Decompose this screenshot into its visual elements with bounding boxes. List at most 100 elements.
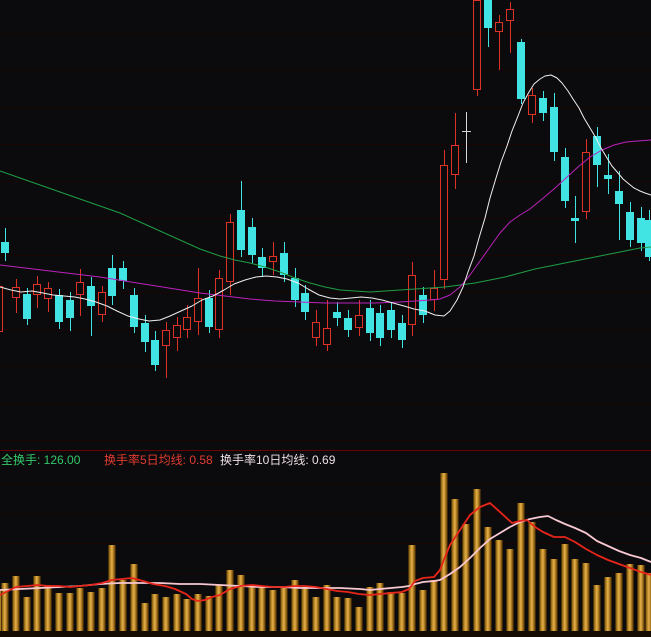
turnover-bar[interactable] — [291, 580, 299, 631]
turnover-bar[interactable] — [130, 564, 138, 631]
turnover-bar[interactable] — [561, 544, 569, 631]
turnover-bar[interactable] — [205, 596, 213, 631]
turnover-bar[interactable] — [237, 575, 245, 631]
candle[interactable] — [55, 289, 63, 329]
turnover-bar[interactable] — [430, 580, 438, 631]
candle[interactable] — [571, 196, 579, 243]
turnover-bar[interactable] — [398, 593, 406, 631]
turnover-bar[interactable] — [258, 587, 266, 631]
candle[interactable] — [626, 202, 634, 247]
turnover-bar[interactable] — [12, 576, 20, 631]
turnover-bar[interactable] — [637, 565, 645, 631]
candle[interactable] — [12, 279, 20, 313]
turnover-bar[interactable] — [280, 587, 288, 631]
candle[interactable] — [528, 88, 536, 123]
turnover-bar[interactable] — [408, 545, 416, 631]
turnover-bar[interactable] — [539, 549, 547, 631]
turnover-bar[interactable] — [183, 599, 191, 631]
candle[interactable] — [173, 317, 181, 351]
candle[interactable] — [237, 181, 245, 257]
turnover-bar[interactable] — [323, 585, 331, 631]
candle[interactable] — [108, 255, 116, 305]
candle[interactable] — [484, 0, 492, 47]
turnover-bar[interactable] — [333, 597, 341, 631]
candle[interactable] — [119, 261, 127, 289]
candle[interactable] — [183, 305, 191, 338]
candle[interactable] — [366, 300, 374, 341]
doji-candle[interactable] — [462, 112, 471, 163]
turnover-bar[interactable] — [582, 563, 590, 631]
candle[interactable] — [215, 270, 223, 338]
candle[interactable] — [323, 300, 331, 351]
turnover-bar[interactable] — [528, 522, 536, 631]
turnover-bar[interactable] — [66, 593, 74, 631]
turnover-bar[interactable] — [173, 594, 181, 631]
turnover-bar[interactable] — [23, 597, 31, 631]
candle[interactable] — [408, 262, 416, 336]
candle[interactable] — [398, 315, 406, 348]
turnover-bar[interactable] — [550, 559, 558, 631]
turnover-bar[interactable] — [355, 607, 363, 631]
candle[interactable] — [376, 305, 384, 346]
turnover-bar[interactable] — [593, 585, 601, 631]
candle[interactable] — [561, 148, 569, 208]
candle[interactable] — [226, 214, 234, 295]
candle[interactable] — [0, 280, 3, 350]
candle[interactable] — [269, 242, 277, 275]
candle[interactable] — [151, 331, 159, 371]
turnover-bar[interactable] — [141, 603, 149, 631]
turnover-bar[interactable] — [55, 593, 63, 631]
candle[interactable] — [645, 210, 651, 261]
candle[interactable] — [539, 91, 547, 121]
turnover-bar[interactable] — [366, 587, 374, 631]
candle[interactable] — [248, 218, 256, 263]
candle[interactable] — [637, 207, 645, 251]
candle[interactable] — [430, 270, 438, 311]
candle[interactable] — [291, 268, 299, 307]
candle[interactable] — [312, 310, 320, 346]
candle[interactable] — [162, 322, 170, 378]
turnover-bar[interactable] — [33, 576, 41, 631]
turnover-bar[interactable] — [473, 489, 481, 631]
turnover-bar[interactable] — [119, 580, 127, 631]
turnover-bar[interactable] — [484, 527, 492, 631]
turnover-bar[interactable] — [1, 583, 9, 631]
turnover-bar[interactable] — [376, 583, 384, 631]
turnover-bar[interactable] — [312, 597, 320, 631]
turnover-bar[interactable] — [419, 590, 427, 631]
candle[interactable] — [130, 288, 138, 333]
candle[interactable] — [87, 277, 95, 336]
turnover-bar[interactable] — [517, 503, 525, 631]
candle[interactable] — [517, 39, 525, 104]
turnover-bar[interactable] — [506, 549, 514, 631]
candle[interactable] — [1, 228, 9, 261]
candle[interactable] — [66, 292, 74, 331]
turnover-bar[interactable] — [571, 559, 579, 631]
turnover-bar[interactable] — [98, 588, 106, 631]
turnover-bar[interactable] — [108, 545, 116, 631]
candle[interactable] — [333, 302, 341, 326]
candle[interactable] — [550, 93, 558, 161]
turnover-bar[interactable] — [344, 598, 352, 631]
turnover-bar[interactable] — [604, 577, 612, 631]
turnover-bar[interactable] — [495, 540, 503, 631]
turnover-bar[interactable] — [462, 524, 470, 631]
candle[interactable] — [451, 113, 459, 189]
turnover-bar[interactable] — [248, 587, 256, 631]
turnover-bar[interactable] — [301, 587, 309, 631]
turnover-bar[interactable] — [215, 585, 223, 631]
turnover-bar[interactable] — [269, 590, 277, 631]
candle[interactable] — [98, 286, 106, 322]
candle[interactable] — [344, 310, 352, 337]
candle[interactable] — [473, 0, 481, 97]
turnover-bar[interactable] — [162, 597, 170, 631]
turnover-bar[interactable] — [76, 588, 84, 631]
candle[interactable] — [604, 154, 612, 194]
turnover-bar[interactable] — [44, 585, 52, 631]
turnover-bar[interactable] — [451, 499, 459, 631]
turnover-bar[interactable] — [645, 573, 651, 631]
turnover-bar[interactable] — [440, 473, 448, 631]
candle[interactable] — [33, 276, 41, 308]
candle[interactable] — [593, 127, 601, 187]
